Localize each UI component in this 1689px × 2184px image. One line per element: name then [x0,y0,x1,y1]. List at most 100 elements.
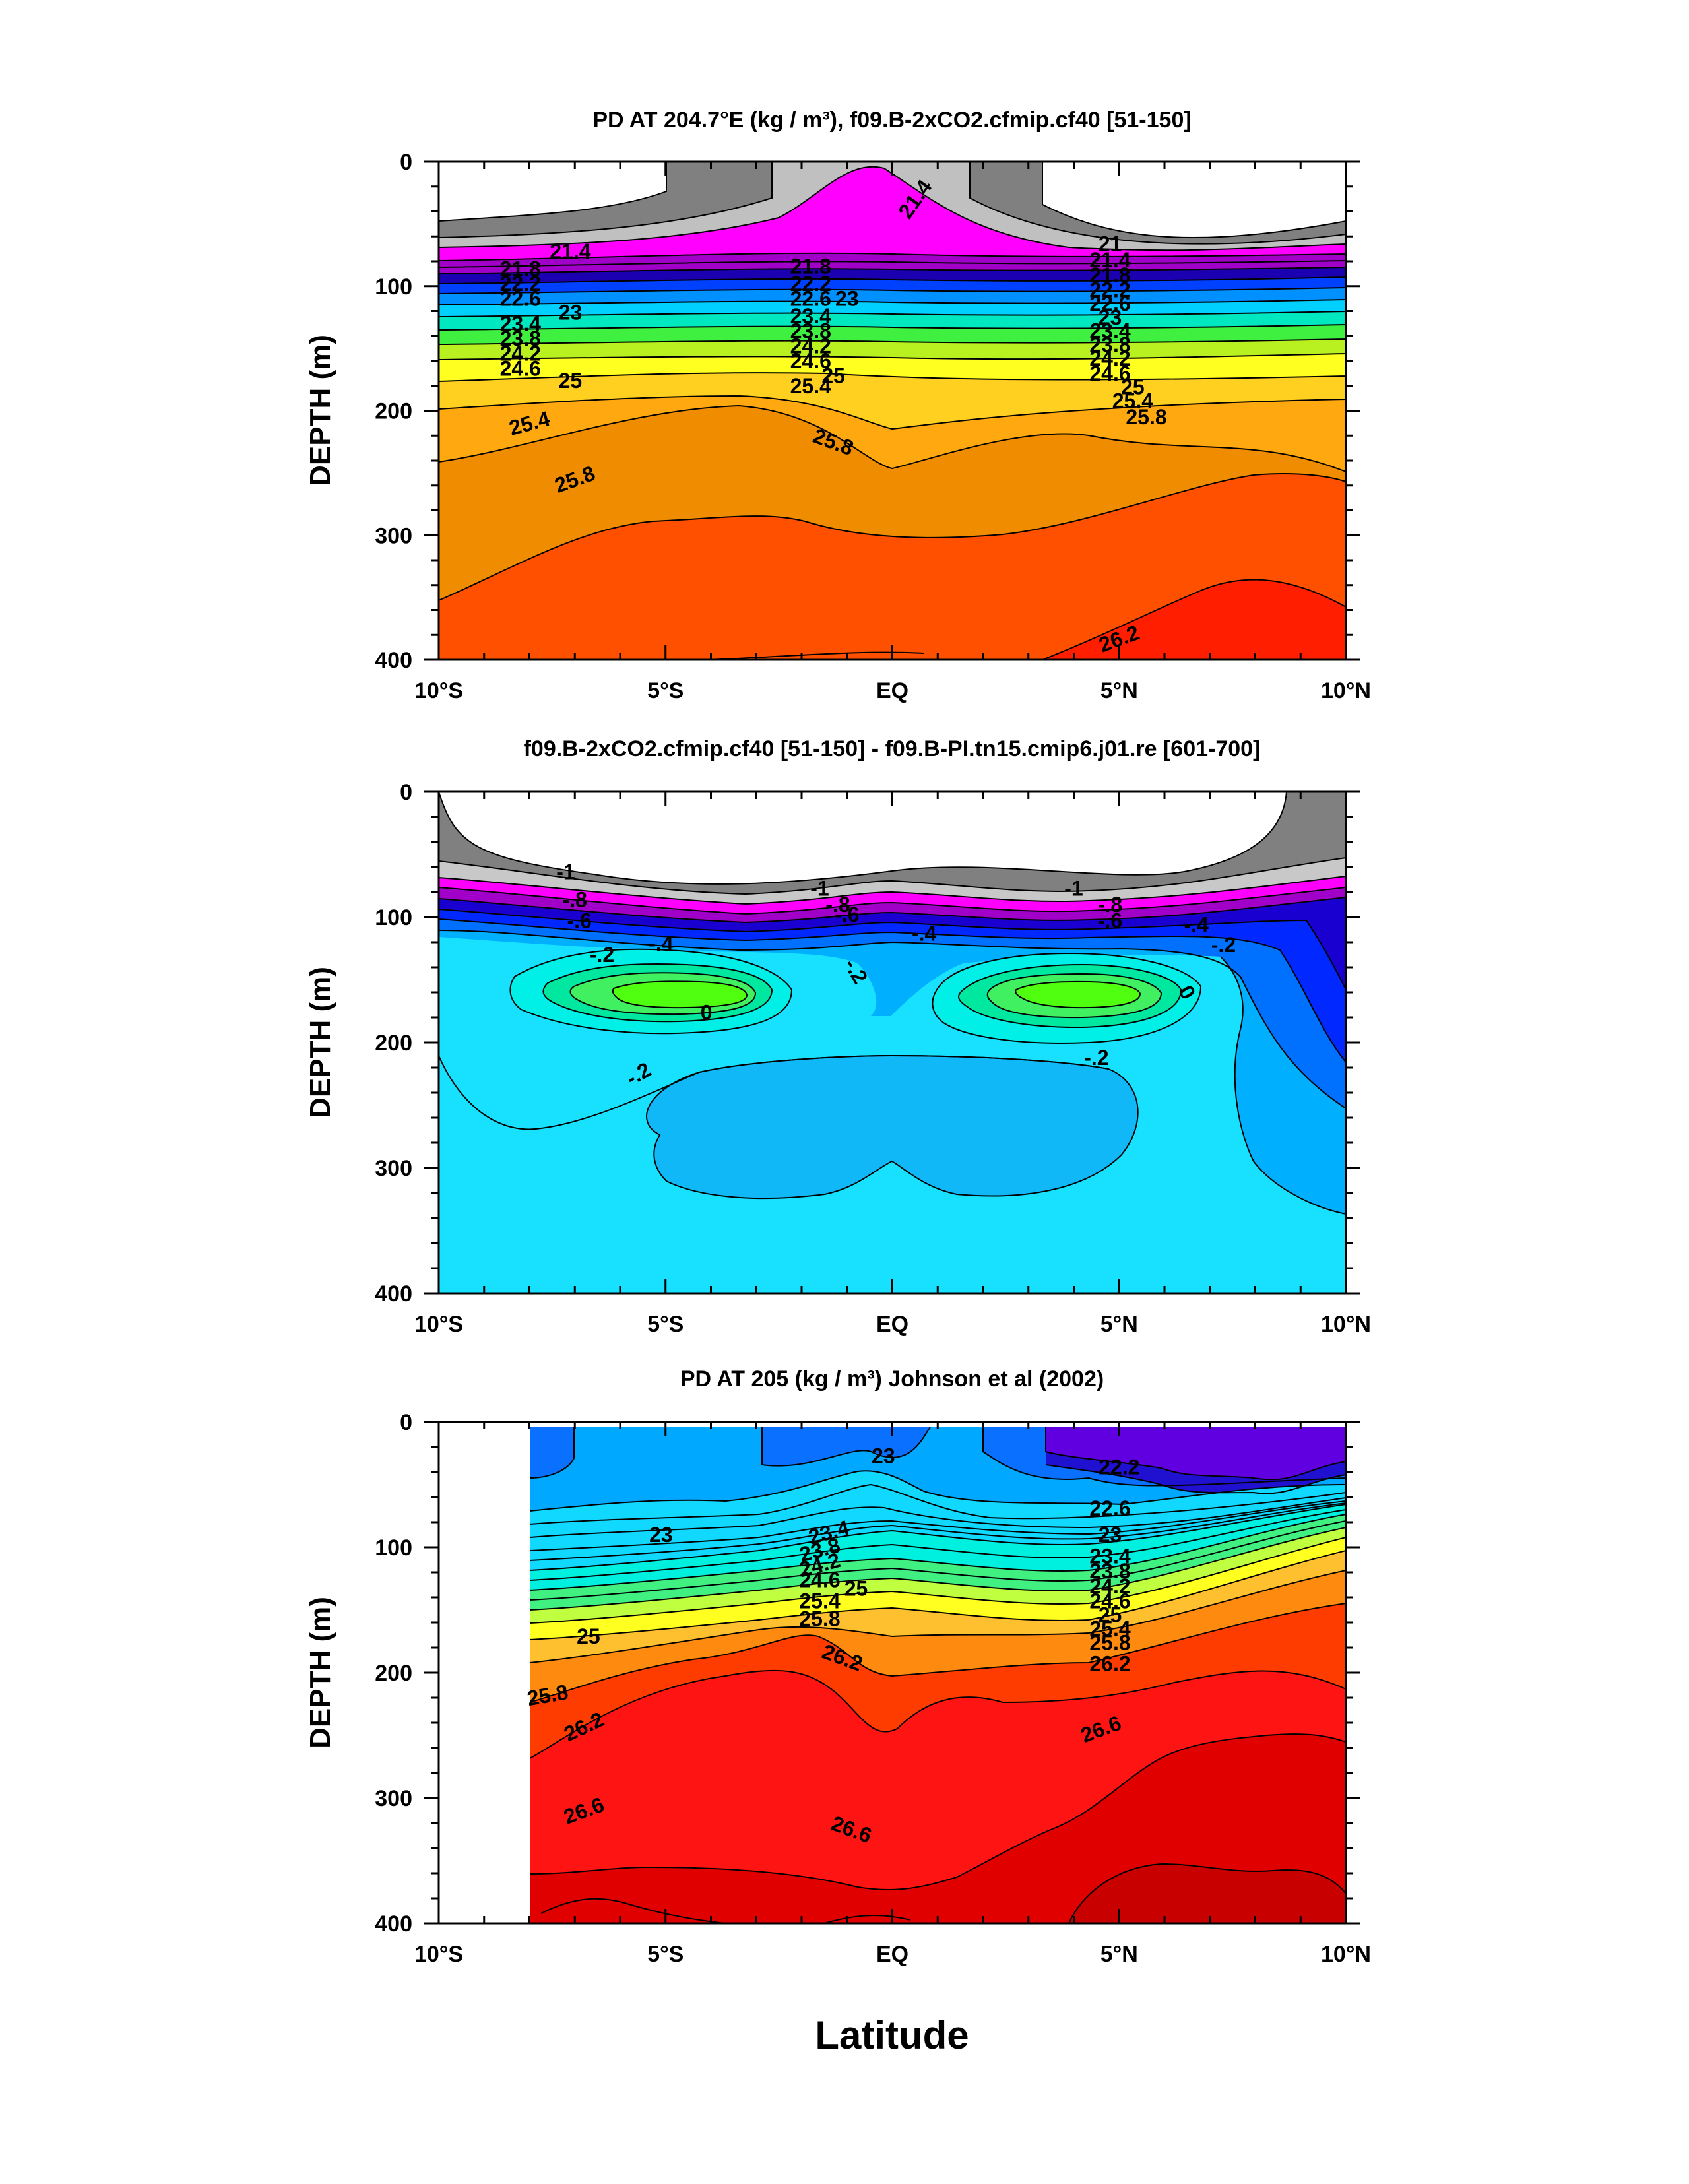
x-tick-label: 5°S [647,1312,684,1337]
x-tick-label: 5°S [647,1942,684,1967]
contour-label: 21.8 [1089,263,1130,287]
contour-label: 22.2 [500,272,541,296]
contour-label: 24.2 [1089,1574,1130,1598]
contour-label: 23.8 [500,327,541,350]
x-tick-label: EQ [876,1942,908,1967]
contour-label: -.4 [649,932,674,955]
contour-label: 21.8 [790,255,831,278]
x-tick-label: EQ [876,1312,908,1337]
panel-1-contours [439,162,1346,660]
panel-3-band-darkblue [1046,1452,1346,1494]
contour-label: 24.2 [500,342,541,366]
panel-3-contours [529,1427,1346,1923]
panel-2-title: f09.B-2xCO2.cfmip.cf40 [51-150] - f09.B-… [524,736,1261,761]
y-tick-label: 0 [400,1410,412,1435]
contour-label: 23.4 [1089,319,1130,343]
contour-label: 23 [872,1444,895,1467]
x-tick-label: 5°N [1100,1942,1138,1967]
contour-label: -.8 [563,887,587,911]
contour-label: 23.4 [500,311,541,335]
contour-label: -.6 [1098,909,1122,933]
contour-label: 24.6 [790,349,831,373]
contour-label: 25 [844,1577,868,1601]
y-tick-label: 400 [375,1911,412,1937]
x-tick-label: 10°S [414,1312,463,1337]
contour-label: -.2 [1084,1046,1108,1070]
contour-label: 23.4 [790,304,831,328]
contour-label: 22.6 [790,287,831,311]
x-tick-label: 10°S [414,678,463,703]
contour-label: 24.6 [500,356,541,380]
y-tick-label: 0 [400,780,412,805]
contour-label: 22.2 [790,272,831,296]
panel-2-band-sky [647,1056,1138,1199]
contour-label: 21 [1099,232,1122,256]
panel-1-title: PD AT 204.7°E (kg / m³), f09.B-2xCO2.cfm… [592,108,1191,133]
contour-label: -.4 [912,922,937,946]
contour-label: 24.6 [1089,1590,1130,1613]
panel-3-title: PD AT 205 (kg / m³) Johnson et al (2002) [680,1366,1104,1392]
panel-3-band-darkred [1069,1864,1346,1923]
contour-label: -.6 [567,909,591,933]
contour-label: 23 [1099,1523,1122,1547]
y-tick-label: 300 [375,1786,412,1811]
contour-label: 24.2 [1089,346,1130,370]
contour-label: 23.8 [790,319,831,343]
y-tick-label: 400 [375,1281,412,1306]
contour-label: -.2 [590,943,614,967]
panel-3-contour-labels: 23 22.222.623 2323.423.423.823.824.224.224… [525,1444,1139,1847]
contour-label: 25 [821,364,845,388]
contour-label: -.2 [1211,933,1236,957]
contour-label: 21.4 [550,240,590,263]
contour-label: -1 [810,876,829,900]
y-tick-label: 400 [375,648,412,673]
contour-label: 23.8 [1089,1559,1130,1583]
panel-3-ticks: 10°S 5°S EQ 5°N 10°N 0 100 200 300 400 [375,1410,1371,1967]
y-tick-label: 200 [375,1031,412,1056]
panel-3-band-violet [1046,1427,1346,1480]
contour-label: 23.4 [1089,1544,1130,1568]
panel-1-ticks: 10°S 5°S EQ 5°N 10°N 0 100 200 300 400 [375,150,1371,703]
contour-label: 23 [835,287,859,311]
x-tick-label: EQ [876,678,908,703]
contour-label: 25.4 [1089,1617,1130,1641]
x-tick-label: 5°N [1100,1312,1138,1337]
contour-label: 22.6 [500,287,541,311]
x-tick-label: 10°S [414,1942,463,1967]
x-tick-label: 5°N [1100,678,1138,703]
contour-label: 22.6 [1089,292,1130,315]
y-tick-label: 200 [375,399,412,424]
contour-label: 25.8 [799,1607,840,1630]
x-axis-label: Latitude [815,2013,969,2057]
y-tick-label: 300 [375,523,412,548]
panel-1: PD AT 204.7°E (kg / m³), f09.B-2xCO2.cfm… [304,108,1371,703]
contour-label: -.8 [825,893,850,916]
y-tick-label: 100 [375,274,412,300]
panel-3-fill [439,1422,1346,1923]
contour-label: 22.6 [1089,1496,1130,1520]
panel-3-ylabel: DEPTH (m) [304,1597,336,1749]
contour-label: 23 [559,300,583,324]
panel-2-fill [439,792,1346,1293]
contour-label: -.8 [1098,893,1122,916]
y-tick-label: 0 [400,150,412,175]
contour-label: 26.2 [1089,1652,1130,1676]
contour-label: 0 [701,1000,713,1024]
contour-label: 23 [649,1523,673,1547]
contour-label: 25.8 [1089,1630,1130,1654]
contour-label: -.4 [1184,913,1209,936]
panel-2-ticks: 10°S 5°S EQ 5°N 10°N 0 100 200 300 400 [375,780,1371,1337]
contour-label: 25 [1099,1603,1122,1627]
panel-1-ylabel: DEPTH (m) [304,335,336,486]
x-tick-label: 10°N [1321,678,1371,703]
contour-label: 21.8 [500,257,541,280]
panel-1-fill [439,162,1346,660]
x-tick-label: 10°N [1321,1312,1371,1337]
panel-2-contours [439,792,1346,1215]
contour-label: 24.6 [1089,362,1130,385]
x-tick-label: 10°N [1321,1942,1371,1967]
panel-2-band-green [612,981,1140,1008]
panel-2: f09.B-2xCO2.cfmip.cf40 [51-150] - f09.B-… [304,736,1371,1337]
y-tick-label: 300 [375,1156,412,1181]
contour-label: 25.4 [799,1590,840,1613]
